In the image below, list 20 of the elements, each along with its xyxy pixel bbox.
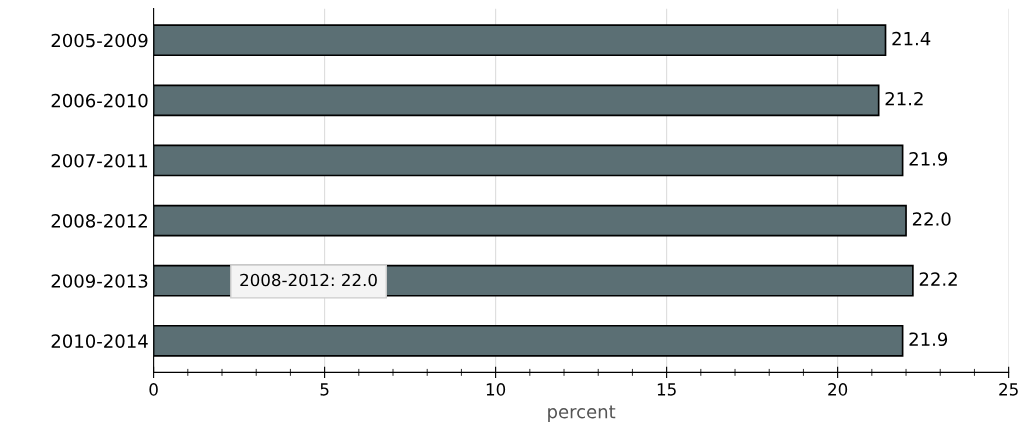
x-tick-label: 5 [320, 383, 329, 396]
annotation: 2008-2012: 22.0 [240, 273, 377, 287]
data-label: 21.4 [892, 31, 931, 46]
data-label: 22.0 [912, 212, 951, 226]
x-axis-title: percent [548, 405, 616, 422]
x-tick-label: 25 [999, 383, 1018, 396]
y-tick-label: 2006-2010 [51, 93, 148, 108]
x-tick-label: 10 [486, 383, 506, 396]
y-tick-label: 2007-2011 [51, 153, 148, 168]
data-label: 22.2 [919, 272, 957, 286]
data-label: 21.9 [909, 152, 948, 166]
data-label: 21.9 [909, 332, 948, 347]
y-tick-label: 2008-2012 [51, 214, 147, 228]
data-label: 21.2 [885, 91, 923, 106]
y-tick-label: 2010-2014 [51, 334, 148, 348]
x-tick-label: 15 [657, 383, 676, 396]
y-tick-label: 2005-2009 [51, 33, 148, 48]
x-tick-label: 20 [828, 383, 848, 396]
x-tick-label: 0 [149, 383, 158, 396]
y-tick-label: 2009-2013 [51, 274, 148, 288]
